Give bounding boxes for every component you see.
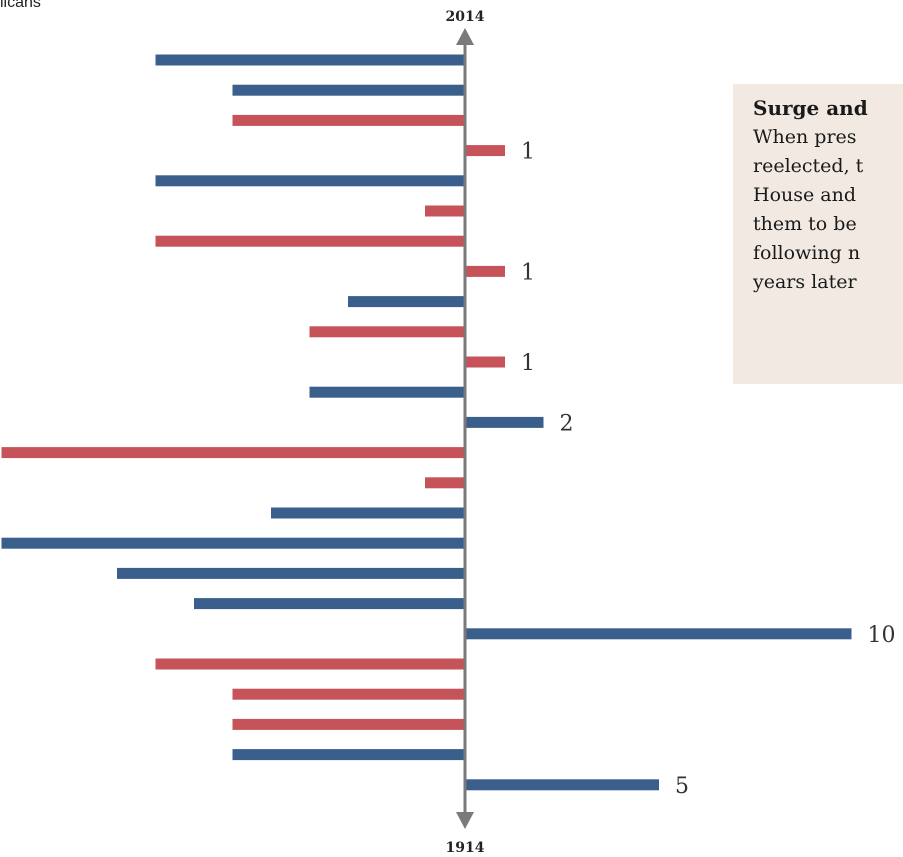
bar-republican: [309, 326, 464, 338]
bar-democrat: [466, 628, 852, 640]
note-line: When pres: [753, 126, 857, 148]
bar-democrat: [1, 537, 464, 549]
bar-value-label: 1: [521, 140, 535, 165]
value-labels-group: 1 1 1 2 10 5: [521, 140, 896, 799]
note-line: House and: [753, 184, 857, 206]
surge-note-panel: Surge and When pres reelected, t House a…: [733, 84, 903, 384]
bar-democrat: [232, 749, 464, 761]
bar-republican: [232, 114, 464, 126]
bar-republican: [155, 235, 464, 247]
bar-republican: [232, 718, 464, 730]
note-line: reelected, t: [753, 155, 864, 177]
bar-republican: [232, 688, 464, 700]
bar-democrat: [232, 84, 464, 96]
bar-democrat: [466, 779, 659, 791]
axis-arrow-down-icon: [456, 812, 474, 829]
bar-democrat: [155, 54, 464, 66]
bar-value-label: 2: [560, 411, 574, 436]
bar-democrat: [194, 598, 464, 610]
bar-democrat: [155, 175, 464, 187]
axis-bottom-year: 1914: [446, 840, 485, 856]
bar-democrat: [309, 386, 464, 398]
note-title: Surge and: [753, 96, 868, 120]
bar-democrat: [466, 416, 544, 428]
axis-arrow-up-icon: [456, 28, 474, 45]
bar-republican: [466, 265, 505, 277]
note-line: them to be: [753, 213, 857, 235]
note-line: years later: [753, 271, 857, 293]
bar-value-label: 1: [521, 260, 535, 285]
axis-top-year: 2014: [446, 9, 485, 25]
legend-fragment: licans: [0, 0, 41, 11]
bar-republican: [466, 356, 505, 368]
bar-republican: [155, 658, 464, 670]
bar-republican: [425, 205, 464, 217]
bar-democrat: [117, 567, 464, 579]
year-axis: 2014 1914: [446, 9, 485, 856]
bar-democrat: [348, 296, 464, 308]
bar-republican: [466, 145, 505, 157]
bar-republican: [1, 447, 464, 459]
bars-group: [1, 54, 852, 791]
bar-republican: [425, 477, 464, 489]
note-line: following n: [753, 242, 861, 264]
bar-value-label: 1: [521, 351, 535, 376]
bar-value-label: 10: [868, 623, 896, 648]
bar-democrat: [271, 507, 464, 519]
bar-value-label: 5: [675, 774, 689, 799]
